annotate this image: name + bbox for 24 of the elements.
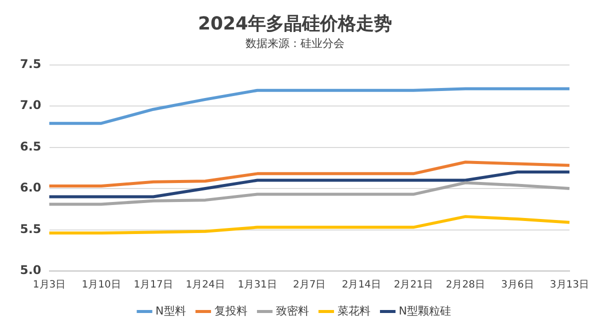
y-tick-label: 7.0 xyxy=(20,98,42,112)
x-tick-label: 2月21日 xyxy=(394,280,433,291)
chart-subtitle: 数据来源：硅业分会 xyxy=(246,37,344,50)
legend-label: 复投料 xyxy=(214,304,248,318)
y-tick-label: 5.0 xyxy=(20,263,42,278)
legend-label: 菜花料 xyxy=(337,304,370,318)
legend-label: 致密料 xyxy=(276,304,309,318)
y-tick-label: 7.5 xyxy=(20,56,42,71)
x-tick-label: 1月3日 xyxy=(32,280,66,291)
x-tick-label: 3月6日 xyxy=(501,280,534,291)
x-tick-label: 1月31日 xyxy=(238,280,277,291)
legend-label: N型颗粒硅 xyxy=(398,304,451,318)
x-tick-label: 2月14日 xyxy=(342,280,381,291)
x-tick-label: 1月17日 xyxy=(134,280,173,291)
x-tick-label: 2月28日 xyxy=(446,280,485,291)
x-tick-label: 3月13日 xyxy=(550,280,590,291)
legend-label: N型料 xyxy=(156,304,186,318)
x-tick-label: 1月10日 xyxy=(82,280,121,291)
x-tick-label: 2月7日 xyxy=(292,280,326,291)
chart-title: 2024年多晶硅价格走势 xyxy=(198,13,392,34)
y-tick-label: 6.0 xyxy=(20,180,42,195)
y-tick-label: 6.5 xyxy=(20,139,42,154)
y-tick-label: 5.5 xyxy=(20,222,42,236)
x-tick-label: 1月24日 xyxy=(186,280,225,291)
